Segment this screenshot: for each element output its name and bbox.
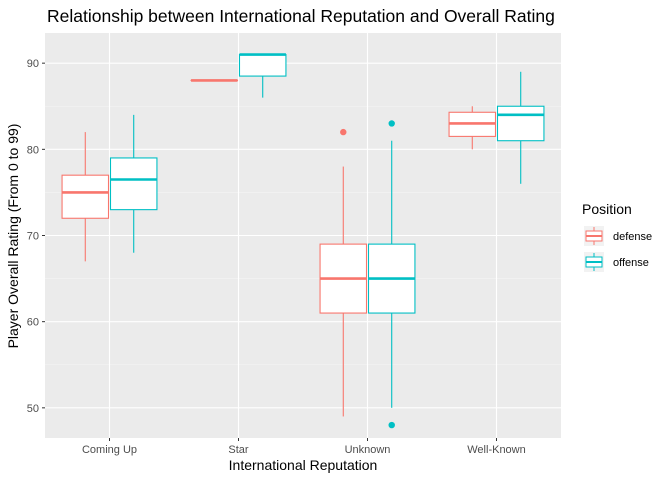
legend-label: defense <box>613 231 652 243</box>
box-offense-coming-up <box>109 114 158 253</box>
box-iqr <box>109 157 158 211</box>
x-axis: Coming Up Star Unknown Well-Known <box>82 438 526 456</box>
x-tick-label: Star <box>228 444 249 456</box>
y-axis: 50 60 70 80 90 <box>27 58 45 415</box>
box-iqr <box>61 174 110 219</box>
box-layer <box>61 53 545 429</box>
box-defense-well-known <box>448 106 497 150</box>
x-tick-label: Unknown <box>345 444 391 456</box>
x-tick-label: Coming Up <box>82 444 137 456</box>
legend-item-offense: offense <box>584 252 649 272</box>
box-offense-unknown <box>367 120 416 429</box>
box-offense-well-known <box>496 71 545 184</box>
y-axis-title: Player Overall Rating (From 0 to 99) <box>5 124 21 349</box>
x-tick-label: Well-Known <box>467 444 526 456</box>
outlier-point <box>340 128 347 136</box>
y-tick-label: 80 <box>27 144 39 156</box>
box-defense-unknown <box>319 128 368 417</box>
y-tick-label: 60 <box>27 317 39 329</box>
legend-title: Position <box>582 201 632 217</box>
box-iqr <box>496 105 545 142</box>
chart-title: Relationship between International Reput… <box>47 6 555 26</box>
y-tick-label: 50 <box>27 403 39 415</box>
box-offense-star <box>238 53 287 98</box>
box-defense-coming-up <box>61 132 110 262</box>
legend-item-defense: defense <box>584 226 652 246</box>
legend: Position defense offense <box>582 201 652 272</box>
box-iqr <box>238 53 287 77</box>
major-gridlines <box>45 33 561 438</box>
y-tick-label: 70 <box>27 231 39 243</box>
outlier-point <box>388 120 395 127</box>
y-tick-label: 90 <box>27 58 39 70</box>
legend-label: offense <box>613 257 649 269</box>
x-axis-title: International Reputation <box>229 457 378 473</box>
outlier-point <box>388 421 395 429</box>
